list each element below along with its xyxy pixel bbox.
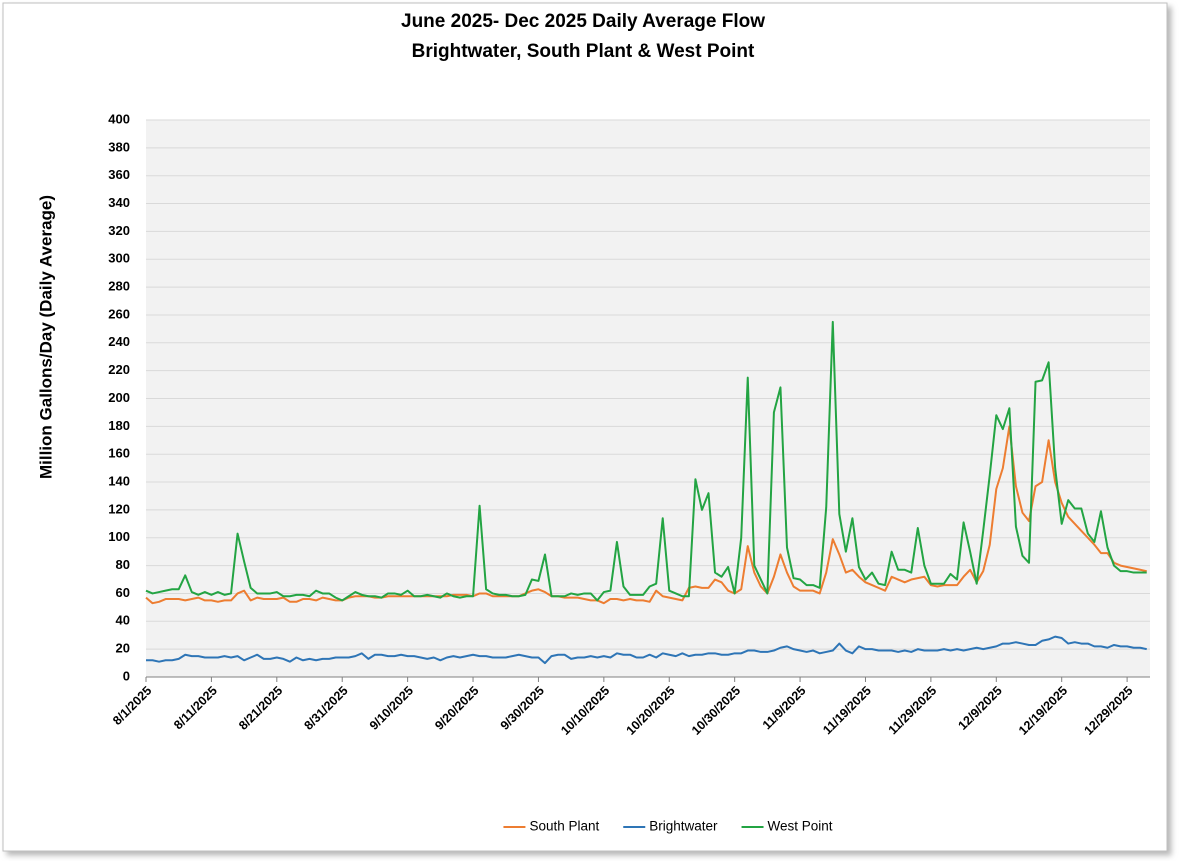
legend-label: West Point <box>768 819 833 834</box>
chart-subtitle: Brightwater, South Plant & West Point <box>412 41 755 62</box>
y-tick-label: 400 <box>108 111 130 126</box>
chart-title: June 2025- Dec 2025 Daily Average Flow <box>401 11 765 32</box>
y-tick-label: 300 <box>108 251 130 266</box>
y-tick-label: 280 <box>108 279 130 294</box>
series-line <box>145 320 1147 602</box>
y-tick-label: 0 <box>123 668 130 683</box>
y-tick-label: 340 <box>108 195 130 210</box>
y-tick-label: 60 <box>116 585 130 600</box>
legend-label: South Plant <box>529 819 599 834</box>
y-axis-label: Million Gallons/Day (Daily Average) <box>36 195 55 479</box>
legend: South Plant Brightwater West Point <box>503 819 833 834</box>
y-tick-label: 80 <box>116 557 130 572</box>
y-tick-label: 140 <box>108 473 130 488</box>
y-tick-label: 40 <box>116 613 130 628</box>
y-tick-label: 360 <box>108 167 130 182</box>
y-tick-label: 20 <box>116 641 130 656</box>
y-tick-label: 200 <box>108 390 130 405</box>
y-tick-label: 240 <box>108 334 130 349</box>
series-line <box>145 425 1147 605</box>
series-line <box>146 635 1147 665</box>
y-tick-label: 260 <box>108 306 130 321</box>
y-tick-label: 380 <box>108 139 130 154</box>
y-tick-label: 180 <box>108 418 130 433</box>
y-tick-label: 320 <box>108 223 130 238</box>
y-tick-label: 120 <box>108 501 130 516</box>
legend-label: Brightwater <box>649 819 718 834</box>
y-tick-label: 160 <box>108 446 130 461</box>
y-tick-label: 220 <box>108 362 130 377</box>
y-tick-label: 100 <box>108 529 130 544</box>
